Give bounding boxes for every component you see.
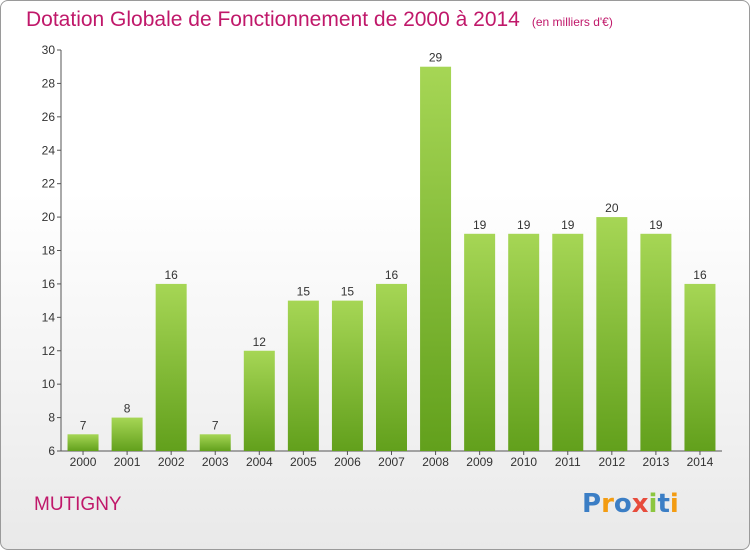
bar [287, 300, 319, 451]
y-tick-label: 6 [48, 444, 55, 458]
bar-value-label: 29 [429, 51, 443, 65]
bar-value-label: 19 [473, 218, 487, 232]
bar-value-label: 12 [253, 335, 267, 349]
bar [199, 434, 231, 451]
bar-value-label: 19 [517, 218, 531, 232]
x-tick-label: 2013 [643, 455, 670, 469]
y-tick-label: 14 [42, 310, 56, 324]
x-tick-label: 2011 [555, 455, 581, 469]
bar [376, 283, 407, 451]
bar-value-label: 16 [164, 268, 178, 282]
x-tick-label: 2003 [202, 455, 229, 469]
bar [596, 217, 628, 451]
title-text: Dotation Globale de Fonctionnement de 20… [26, 8, 520, 31]
bar [420, 66, 452, 451]
x-tick-label: 2007 [378, 455, 405, 469]
bar [640, 233, 672, 451]
logo-letter: i [648, 489, 658, 519]
bar [331, 300, 363, 451]
bar [464, 233, 496, 451]
x-tick-label: 2009 [466, 455, 493, 469]
axes: 6 8 10 12 14 16 18 20 22 24 26 28 30 2000 2001 2002 2003… [42, 43, 722, 469]
x-tick-label: 2014 [687, 455, 714, 469]
bar [111, 417, 143, 451]
bar-value-label: 7 [80, 418, 87, 432]
y-tick-label: 26 [42, 110, 56, 124]
bars: 7 8 16 7 12 15 15 16 29 19 19 19 20 19 16 [67, 51, 716, 451]
bar [552, 233, 584, 451]
bar [67, 434, 99, 451]
y-tick-label: 24 [42, 143, 56, 157]
bar [508, 233, 540, 451]
logo-letter: r [601, 489, 614, 519]
chart-title: Dotation Globale de Fonctionnement de 20… [26, 8, 613, 32]
y-tick-label: 28 [42, 76, 56, 90]
commune-name: MUTIGNY [34, 494, 122, 515]
y-tick-label: 8 [48, 411, 55, 425]
logo-letter: o [613, 489, 632, 519]
x-tick-label: 2008 [422, 455, 449, 469]
x-tick-label: 2002 [158, 455, 185, 469]
x-tick-label: 2010 [510, 455, 537, 469]
x-tick-label: 2001 [114, 455, 141, 469]
bar-value-label: 15 [341, 285, 355, 299]
logo-letter: i [669, 489, 679, 519]
bar [684, 283, 716, 451]
x-tick-label: 2006 [334, 455, 361, 469]
x-tick-label: 2005 [290, 455, 317, 469]
bar-value-label: 8 [124, 402, 131, 416]
logo-letter: P [582, 489, 602, 519]
x-tick-label: 2000 [70, 455, 97, 469]
x-tick-label: 2012 [598, 455, 625, 469]
y-tick-label: 12 [42, 344, 56, 358]
y-tick-label: 30 [42, 43, 56, 57]
subtitle-text: (en milliers d'€) [531, 15, 613, 29]
y-tick-label: 22 [42, 177, 56, 191]
logo-letter: x [631, 489, 649, 519]
bar-value-label: 19 [561, 218, 575, 232]
y-tick-label: 16 [42, 277, 56, 291]
proxiti-logo: Proxiti [582, 489, 679, 519]
bar-value-label: 20 [605, 201, 619, 215]
bar [155, 283, 187, 451]
bar-value-label: 7 [212, 418, 219, 432]
bar [243, 350, 275, 451]
bar-value-label: 15 [297, 285, 311, 299]
bar-value-label: 16 [385, 268, 399, 282]
logo-letter: t [657, 489, 670, 519]
y-tick-label: 10 [42, 377, 56, 391]
x-tick-label: 2004 [246, 455, 273, 469]
bar-value-label: 19 [649, 218, 663, 232]
bar-value-label: 16 [693, 268, 707, 282]
y-tick-label: 18 [42, 244, 56, 258]
y-tick-label: 20 [42, 210, 56, 224]
